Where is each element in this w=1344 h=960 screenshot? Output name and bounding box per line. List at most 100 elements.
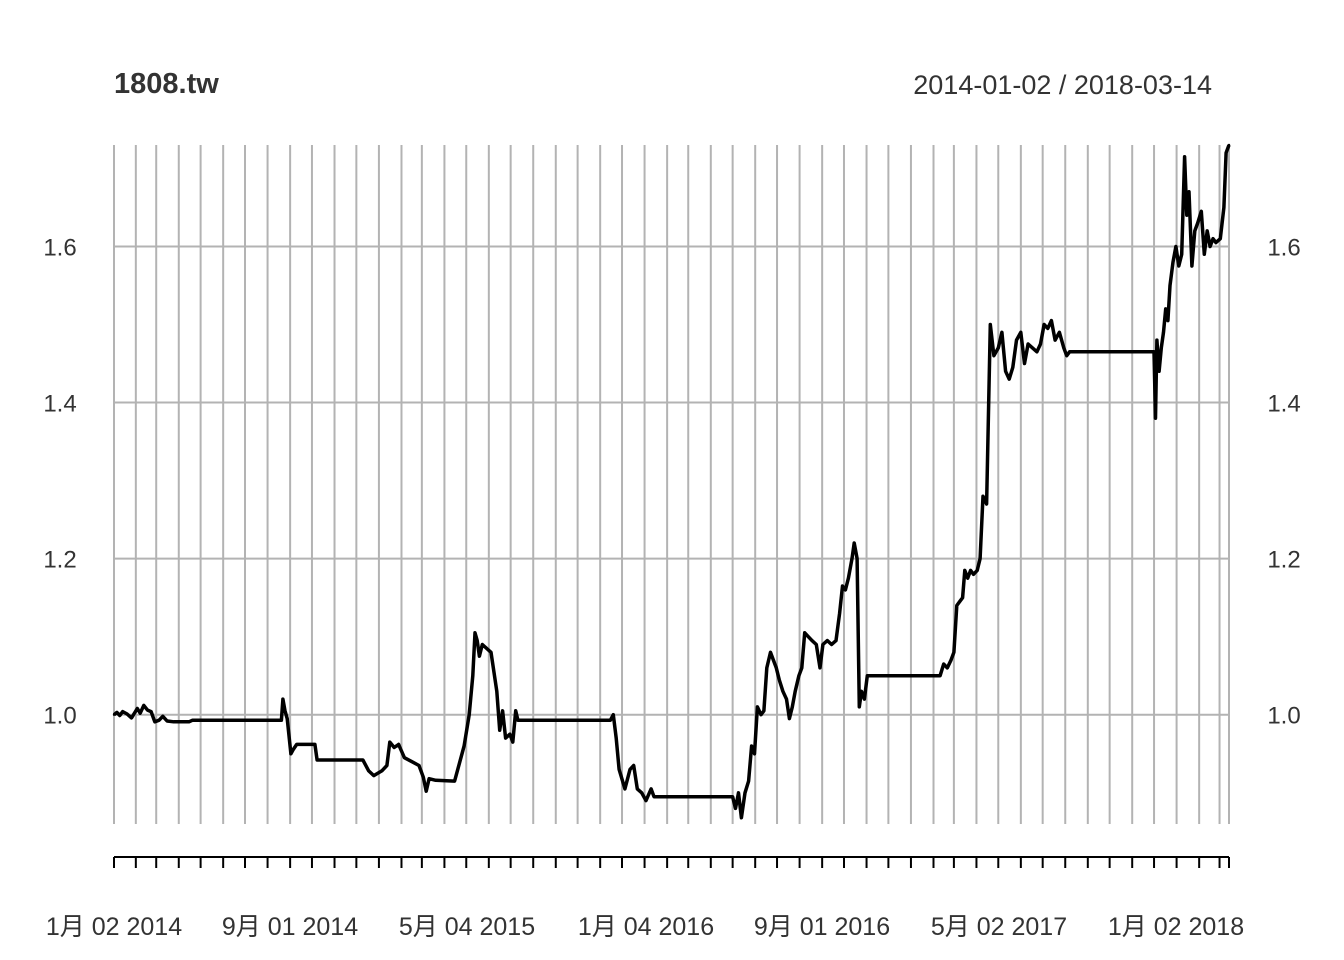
data-point — [863, 697, 866, 701]
data-point — [807, 635, 810, 638]
data-point — [612, 713, 615, 716]
data-point — [1208, 245, 1212, 248]
data-point — [847, 577, 850, 580]
y-tick-label-left: 1.2 — [43, 547, 76, 574]
data-point — [955, 604, 958, 607]
data-point — [1008, 377, 1011, 381]
data-point — [938, 674, 942, 677]
x-tick-label: 5月 02 2017 — [931, 913, 1067, 941]
data-point — [978, 557, 982, 560]
data-point — [380, 769, 383, 773]
data-point — [514, 709, 517, 712]
data-point — [759, 713, 763, 716]
data-point — [125, 712, 129, 716]
data-point — [501, 709, 504, 712]
y-tick-label-right: 1.0 — [1267, 703, 1300, 730]
data-point — [1011, 366, 1014, 369]
data-point — [136, 707, 139, 710]
data-point — [1042, 323, 1046, 326]
date-range-subtitle: 2014-01-02 / 2018-03-14 — [913, 70, 1212, 100]
data-point — [1154, 417, 1157, 420]
data-point — [946, 666, 949, 670]
x-tick-label: 9月 01 2016 — [754, 913, 890, 941]
data-point — [810, 639, 814, 642]
data-point — [1187, 190, 1191, 193]
data-point — [508, 733, 512, 736]
data-point — [1068, 350, 1071, 353]
chart-title: 1808.tw — [114, 68, 219, 100]
data-point — [815, 643, 818, 646]
data-point — [850, 557, 854, 560]
data-point — [858, 705, 861, 709]
data-point — [153, 720, 156, 723]
data-point — [222, 719, 225, 722]
data-point — [649, 787, 653, 791]
data-point — [1046, 327, 1050, 330]
y-tick-label-right: 1.4 — [1267, 391, 1300, 418]
data-point — [157, 719, 161, 722]
data-point — [121, 710, 124, 713]
data-point — [803, 631, 806, 634]
data-point — [1211, 237, 1215, 240]
y-tick-label-left: 1.0 — [43, 703, 76, 730]
data-point — [615, 736, 618, 740]
data-point — [165, 719, 169, 723]
data-point — [652, 795, 656, 798]
data-point — [468, 713, 471, 716]
data-point — [427, 777, 431, 780]
data-point — [1031, 346, 1034, 350]
data-point — [1155, 338, 1159, 342]
data-point — [281, 697, 285, 701]
data-point — [1004, 370, 1007, 373]
data-point — [942, 662, 945, 666]
data-point — [775, 666, 778, 670]
data-point — [1206, 229, 1209, 233]
data-point — [1214, 241, 1218, 244]
data-point — [1039, 342, 1042, 346]
data-point — [283, 709, 287, 712]
data-point — [422, 776, 425, 779]
y-tick-label-right: 1.2 — [1267, 547, 1300, 574]
data-point — [1177, 264, 1181, 268]
data-point — [289, 752, 293, 755]
data-point — [750, 744, 753, 748]
data-point — [963, 569, 966, 572]
data-point — [628, 768, 632, 771]
data-point — [504, 736, 507, 740]
data-point — [1219, 237, 1222, 240]
x-tick-label: 5月 04 2015 — [399, 913, 535, 941]
data-point — [640, 791, 643, 794]
data-point — [367, 769, 370, 773]
data-point — [481, 643, 484, 646]
data-point — [1023, 362, 1026, 365]
data-point — [740, 816, 743, 819]
data-point — [834, 639, 838, 642]
x-tick-label: 1月 02 2014 — [46, 913, 182, 941]
data-point — [818, 666, 822, 670]
data-point — [762, 709, 766, 712]
data-point — [410, 760, 413, 763]
data-point — [1185, 214, 1189, 217]
data-point — [997, 346, 1000, 350]
data-point — [516, 719, 520, 722]
data-point — [826, 639, 829, 642]
data-point — [142, 704, 145, 707]
data-point — [403, 756, 406, 759]
data-point — [1015, 338, 1018, 342]
data-point — [471, 674, 474, 677]
data-point — [1152, 350, 1156, 353]
data-point — [498, 729, 501, 732]
data-point — [1168, 284, 1172, 287]
data-point — [1019, 331, 1022, 334]
y-tick-label-left: 1.4 — [43, 391, 76, 418]
data-point — [1053, 338, 1057, 342]
data-point — [313, 743, 317, 746]
x-tick-label: 1月 02 2018 — [1108, 913, 1244, 941]
data-point — [617, 768, 621, 771]
data-point — [172, 720, 175, 723]
data-point — [623, 787, 627, 791]
data-point — [632, 764, 635, 767]
data-point — [1166, 319, 1170, 322]
